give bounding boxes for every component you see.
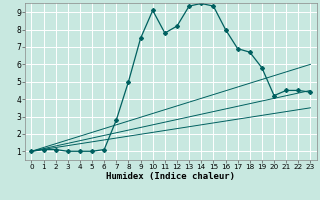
X-axis label: Humidex (Indice chaleur): Humidex (Indice chaleur): [107, 172, 236, 181]
